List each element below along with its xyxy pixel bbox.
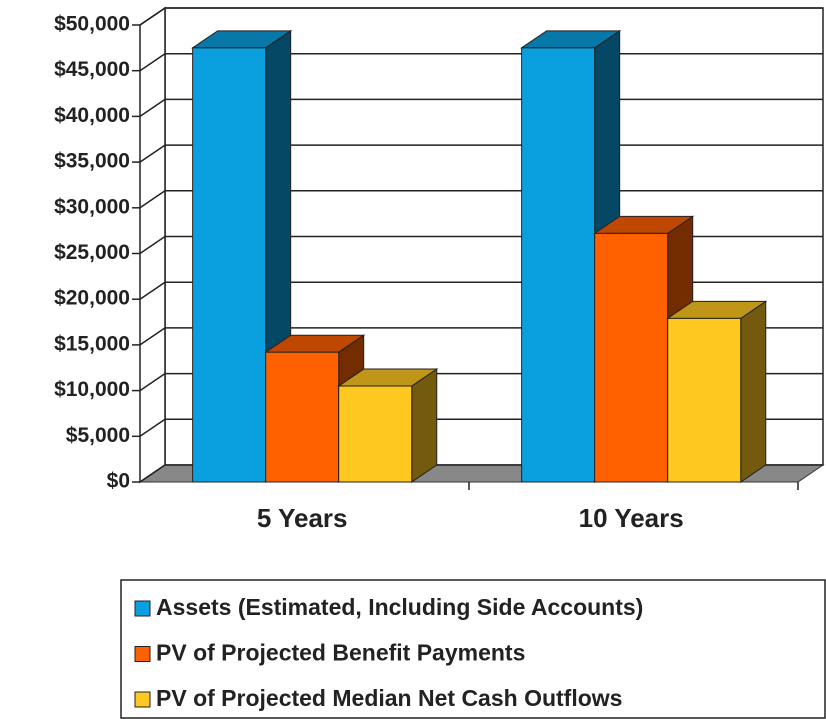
- y-tick-label: $5,000: [66, 424, 130, 447]
- legend-label: PV of Projected Benefit Payments: [156, 640, 525, 666]
- bar-front: [192, 47, 267, 483]
- legend-box: [120, 579, 826, 719]
- bar-front: [521, 47, 596, 483]
- bar: [666, 300, 768, 483]
- legend-swatch: [134, 646, 151, 662]
- legend-label: PV of Projected Median Net Cash Outflows: [156, 685, 622, 711]
- y-tick-label: $45,000: [54, 58, 130, 81]
- y-tick-label: $20,000: [54, 287, 130, 310]
- bar-front: [265, 351, 340, 483]
- y-tick-label: $10,000: [54, 378, 130, 401]
- bar-front: [594, 232, 669, 483]
- grid-line: [139, 7, 823, 26]
- y-tick-label: $30,000: [54, 195, 130, 218]
- legend: Assets (Estimated, Including Side Accoun…: [120, 579, 826, 719]
- x-tick-label: 10 Years: [579, 503, 684, 533]
- legend-swatch: [134, 691, 151, 708]
- y-tick-label: $0: [107, 470, 130, 493]
- y-tick-label: $25,000: [54, 241, 130, 264]
- bar-front: [338, 385, 413, 483]
- bar-side: [740, 300, 767, 483]
- bar-front: [667, 317, 742, 483]
- y-tick-label: $40,000: [54, 104, 130, 127]
- bar: [337, 368, 439, 483]
- y-tick-label: $15,000: [54, 332, 130, 355]
- legend-label: Assets (Estimated, Including Side Accoun…: [156, 594, 643, 620]
- x-tick-label: 5 Years: [257, 503, 348, 533]
- bar-side: [411, 368, 438, 483]
- y-tick-label: $50,000: [54, 13, 130, 36]
- y-tick-label: $35,000: [54, 150, 130, 173]
- legend-swatch: [134, 600, 151, 617]
